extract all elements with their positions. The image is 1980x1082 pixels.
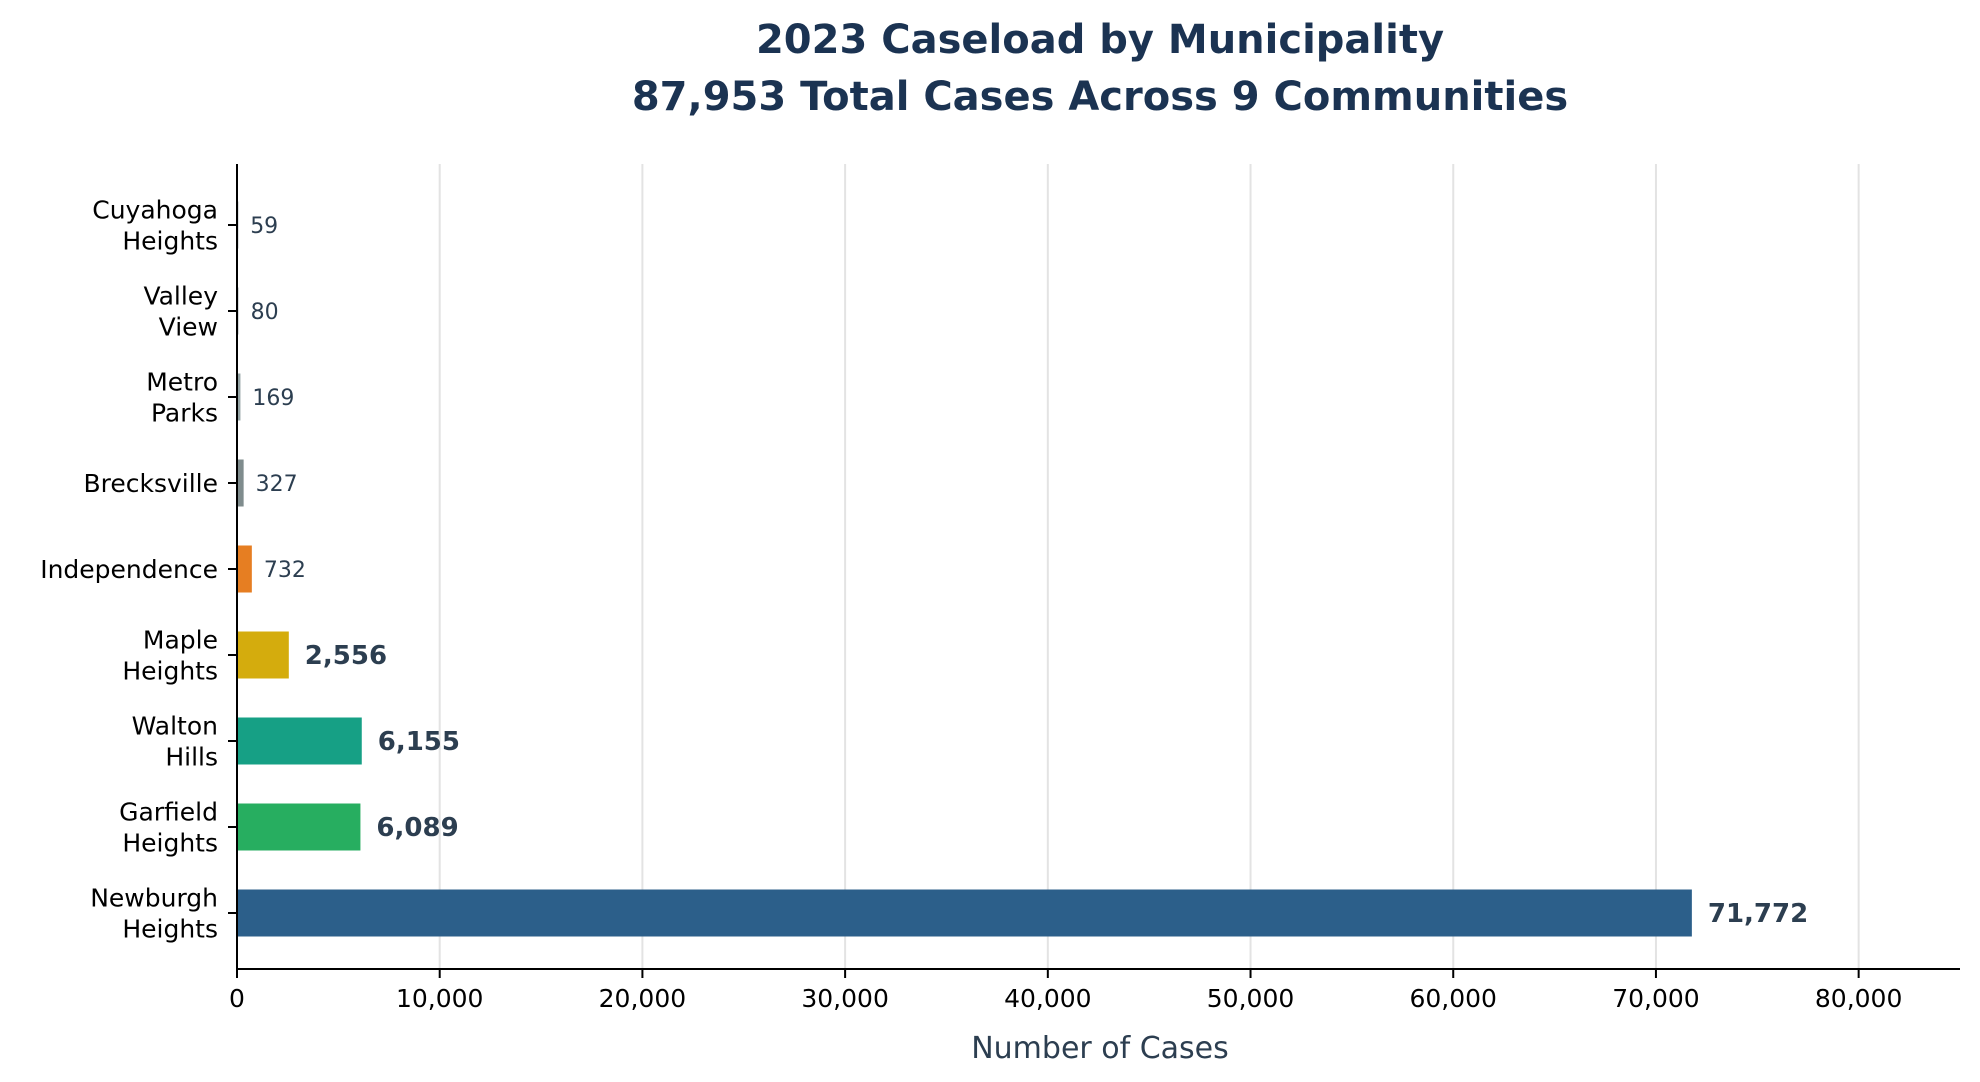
x-axis-label: Number of Cases [971,1031,1229,1066]
value-label: 71,772 [1708,899,1808,929]
bar [237,631,289,679]
y-tick-label-line: Heights [122,227,218,256]
y-tick-label-line: Garfield [119,798,218,827]
value-label: 6,089 [376,813,458,843]
bar [237,459,244,507]
y-tick-label-line: Walton [132,712,218,741]
y-tick-label-line: Heights [122,829,218,858]
x-tick-label: 10,000 [396,984,483,1013]
y-tick-label-line: Hills [165,743,218,772]
x-tick-label: 40,000 [1004,984,1091,1013]
chart-title: 2023 Caseload by Municipality [756,17,1444,63]
y-tick-label-line: Independence [40,555,218,584]
grid-lines [438,164,1860,969]
x-tick-label: 0 [229,984,245,1013]
value-label: 327 [256,472,298,497]
value-label: 2,556 [305,641,387,671]
y-tick-label-line: Newburgh [90,884,218,913]
y-tick-label: Valley View [143,282,218,342]
y-tick-label: Newburgh Heights [90,884,218,944]
x-tick-label: 20,000 [599,984,686,1013]
x-tick-label: 80,000 [1815,984,1902,1013]
bar [237,545,252,593]
x-tick-label: 30,000 [801,984,888,1013]
axes: 0 10,000 20,000 30,000 40,000 50,000 60,000 70,… [40,164,1960,1013]
value-label: 6,155 [378,727,460,757]
y-tick-label: Maple Heights [122,626,218,686]
value-label: 80 [251,300,279,325]
bar [237,889,1692,937]
bar [237,803,361,851]
y-tick-label: Walton Hills [132,712,218,772]
value-label: 59 [250,214,278,239]
y-tick-label-line: Valley [143,282,218,311]
value-labels: 59 80 169 327 732 2,556 6,155 6,089 71,772 [250,214,1808,929]
y-tick-label: Independence [40,555,218,584]
y-tick-label-line: View [159,313,218,342]
bar [237,373,241,421]
y-tick-label: Cuyahoga Heights [92,196,218,256]
y-tick-label-line: Metro [146,368,218,397]
y-tick-label: Metro Parks [146,368,218,428]
x-tick-label: 60,000 [1409,984,1496,1013]
x-tick-label: 70,000 [1612,984,1699,1013]
y-tick-label-line: Heights [122,657,218,686]
value-label: 169 [252,386,294,411]
x-tick-label: 50,000 [1207,984,1294,1013]
y-tick-label-line: Maple [143,626,218,655]
y-tick-label: Brecksville [83,469,218,498]
y-tick-label-line: Heights [122,915,218,944]
chart-subtitle: 87,953 Total Cases Across 9 Communities [632,74,1568,120]
bar [237,717,362,765]
y-tick-label-line: Brecksville [83,469,218,498]
y-tick-label-line: Parks [151,399,218,428]
y-tick-label-line: Cuyahoga [92,196,218,225]
bars [237,201,1692,937]
value-label: 732 [264,558,306,583]
y-tick-label: Garfield Heights [119,798,218,858]
